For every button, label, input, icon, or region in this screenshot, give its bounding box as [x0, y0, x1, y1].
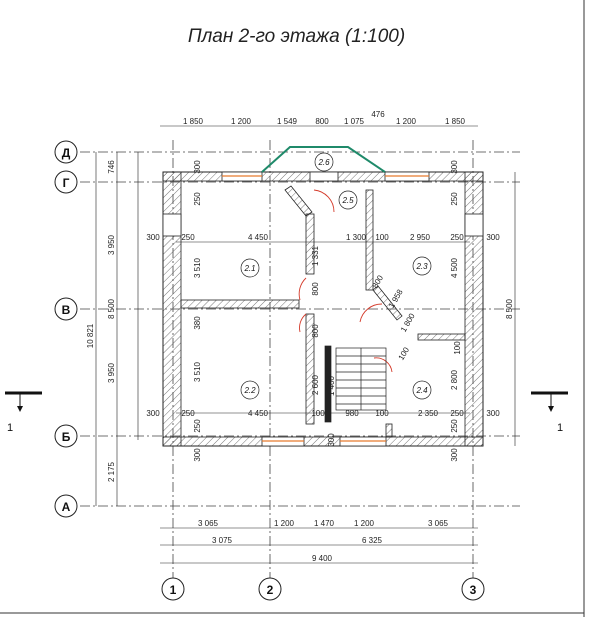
dim-label: 250: [193, 192, 202, 206]
dim-label: 250: [181, 409, 195, 418]
dim-label: 300: [327, 433, 336, 447]
dims-left: 10 821 8 500 746 3 950 3 950 2 175: [86, 160, 116, 482]
dim-label: 4 500: [450, 257, 459, 278]
dim-label: 1 850: [183, 117, 204, 126]
dim-label: 250: [450, 192, 459, 206]
dim-label: 3 950: [107, 234, 116, 255]
dim-label: 300: [193, 160, 202, 174]
dims-interior-top: 300 250 4 450 1 300 100 2 950 250 300: [146, 233, 500, 242]
dim-label: 8 500: [505, 298, 514, 319]
dim-label: 100: [453, 341, 462, 355]
page-title: План 2-го этажа (1:100): [187, 26, 406, 47]
section-label: 1: [7, 422, 13, 434]
dim-label: 300: [450, 448, 459, 462]
dim-label: 2 175: [107, 461, 116, 482]
dim-label: 100: [397, 345, 412, 362]
dim-label: 746: [107, 160, 116, 174]
dim-label: 250: [450, 409, 464, 418]
axis-col-label: 2: [267, 583, 274, 597]
bay-window: [261, 146, 386, 173]
dim-label: 1 850: [445, 117, 466, 126]
dim-label: 100: [375, 233, 389, 242]
axis-row-label: Г: [63, 176, 70, 190]
dim-label: 1 800: [399, 311, 417, 333]
dimension-lines: [95, 125, 516, 564]
dims-interior-bottom: 300 250 4 450 100 980 100 2 350 250 300: [146, 409, 500, 418]
dim-label: 4 450: [248, 233, 269, 242]
row-axis-markers: Д Г В Б А: [54, 140, 78, 518]
dim-label: 2 800: [450, 369, 459, 390]
dim-label: 2 350: [418, 409, 439, 418]
dim-label: 3 950: [107, 362, 116, 383]
axis-row-label: Б: [62, 430, 71, 444]
dim-label: 980: [345, 409, 359, 418]
dims-top: 1 850 1 200 1 549 800 1 075 476 1 200 1 …: [183, 110, 466, 126]
dim-label: 300: [193, 448, 202, 462]
dim-label: 1 958: [387, 287, 405, 309]
dims-right: 8 500: [505, 298, 514, 319]
dim-label: 380: [193, 316, 202, 330]
section-mark-right: 1: [531, 391, 568, 434]
dim-label: 2 950: [410, 233, 431, 242]
axis-row-label: Д: [62, 146, 71, 160]
outer-walls: [162, 171, 484, 447]
dim-label: 250: [193, 419, 202, 433]
doors: [298, 189, 393, 373]
dim-label: 300: [486, 409, 500, 418]
dim-label: 1 331: [311, 245, 320, 266]
dim-label: 800: [315, 117, 329, 126]
dim-label: 300: [146, 233, 160, 242]
dim-label: 2 600: [311, 374, 320, 395]
dim-label: 800: [311, 282, 320, 296]
axis-col-label: 3: [470, 583, 477, 597]
dim-label: 9 400: [312, 554, 333, 563]
dim-label: 1 300: [346, 233, 367, 242]
section-label: 1: [557, 422, 563, 434]
room-labels: 2.1 2.2 2.3 2.4 2.5 2.6: [240, 152, 432, 400]
dim-label: 100: [375, 409, 389, 418]
dim-label: 3 075: [212, 536, 233, 545]
dim-label: 300: [486, 233, 500, 242]
stairs: [324, 345, 387, 423]
dim-label: 1 200: [354, 519, 375, 528]
dim-label: 8 500: [107, 298, 116, 319]
section-mark-left: 1: [5, 391, 42, 434]
room-label: 2.4: [415, 386, 428, 395]
dim-label: 300: [450, 160, 459, 174]
dim-label: 1 200: [231, 117, 252, 126]
axis-col-label: 1: [170, 583, 177, 597]
dim-label: 1 200: [396, 117, 417, 126]
dim-label: 1 400: [327, 375, 336, 396]
dim-label: 250: [450, 233, 464, 242]
dim-label: 3 065: [428, 519, 449, 528]
dim-label: 800: [311, 324, 320, 338]
dim-label: 300: [146, 409, 160, 418]
room-label: 2.1: [243, 264, 255, 273]
interior-walls: [180, 185, 466, 438]
axis-row-label: В: [62, 303, 71, 317]
dim-label: 1 075: [344, 117, 365, 126]
dims-bottom: 3 065 1 200 1 470 1 200 3 065 3 075 6 32…: [198, 519, 449, 563]
room-label: 2.2: [243, 386, 256, 395]
dim-label: 1 200: [274, 519, 295, 528]
col-axis-markers: 1 2 3: [161, 577, 485, 601]
dim-label: 250: [181, 233, 195, 242]
dim-label: 476: [371, 110, 385, 119]
room-label: 2.3: [415, 262, 428, 271]
dim-label: 3 510: [193, 257, 202, 278]
dim-label: 10 821: [86, 323, 95, 348]
dim-label: 1 470: [314, 519, 335, 528]
dim-label: 1 549: [277, 117, 298, 126]
dim-label: 4 450: [248, 409, 269, 418]
dim-label: 6 325: [362, 536, 383, 545]
dim-label: 100: [311, 409, 325, 418]
room-label: 2.6: [317, 158, 330, 167]
dim-label: 3 510: [193, 361, 202, 382]
axis-row-label: А: [62, 500, 71, 514]
dim-label: 3 065: [198, 519, 219, 528]
room-label: 2.5: [341, 196, 354, 205]
dim-label: 250: [450, 419, 459, 433]
